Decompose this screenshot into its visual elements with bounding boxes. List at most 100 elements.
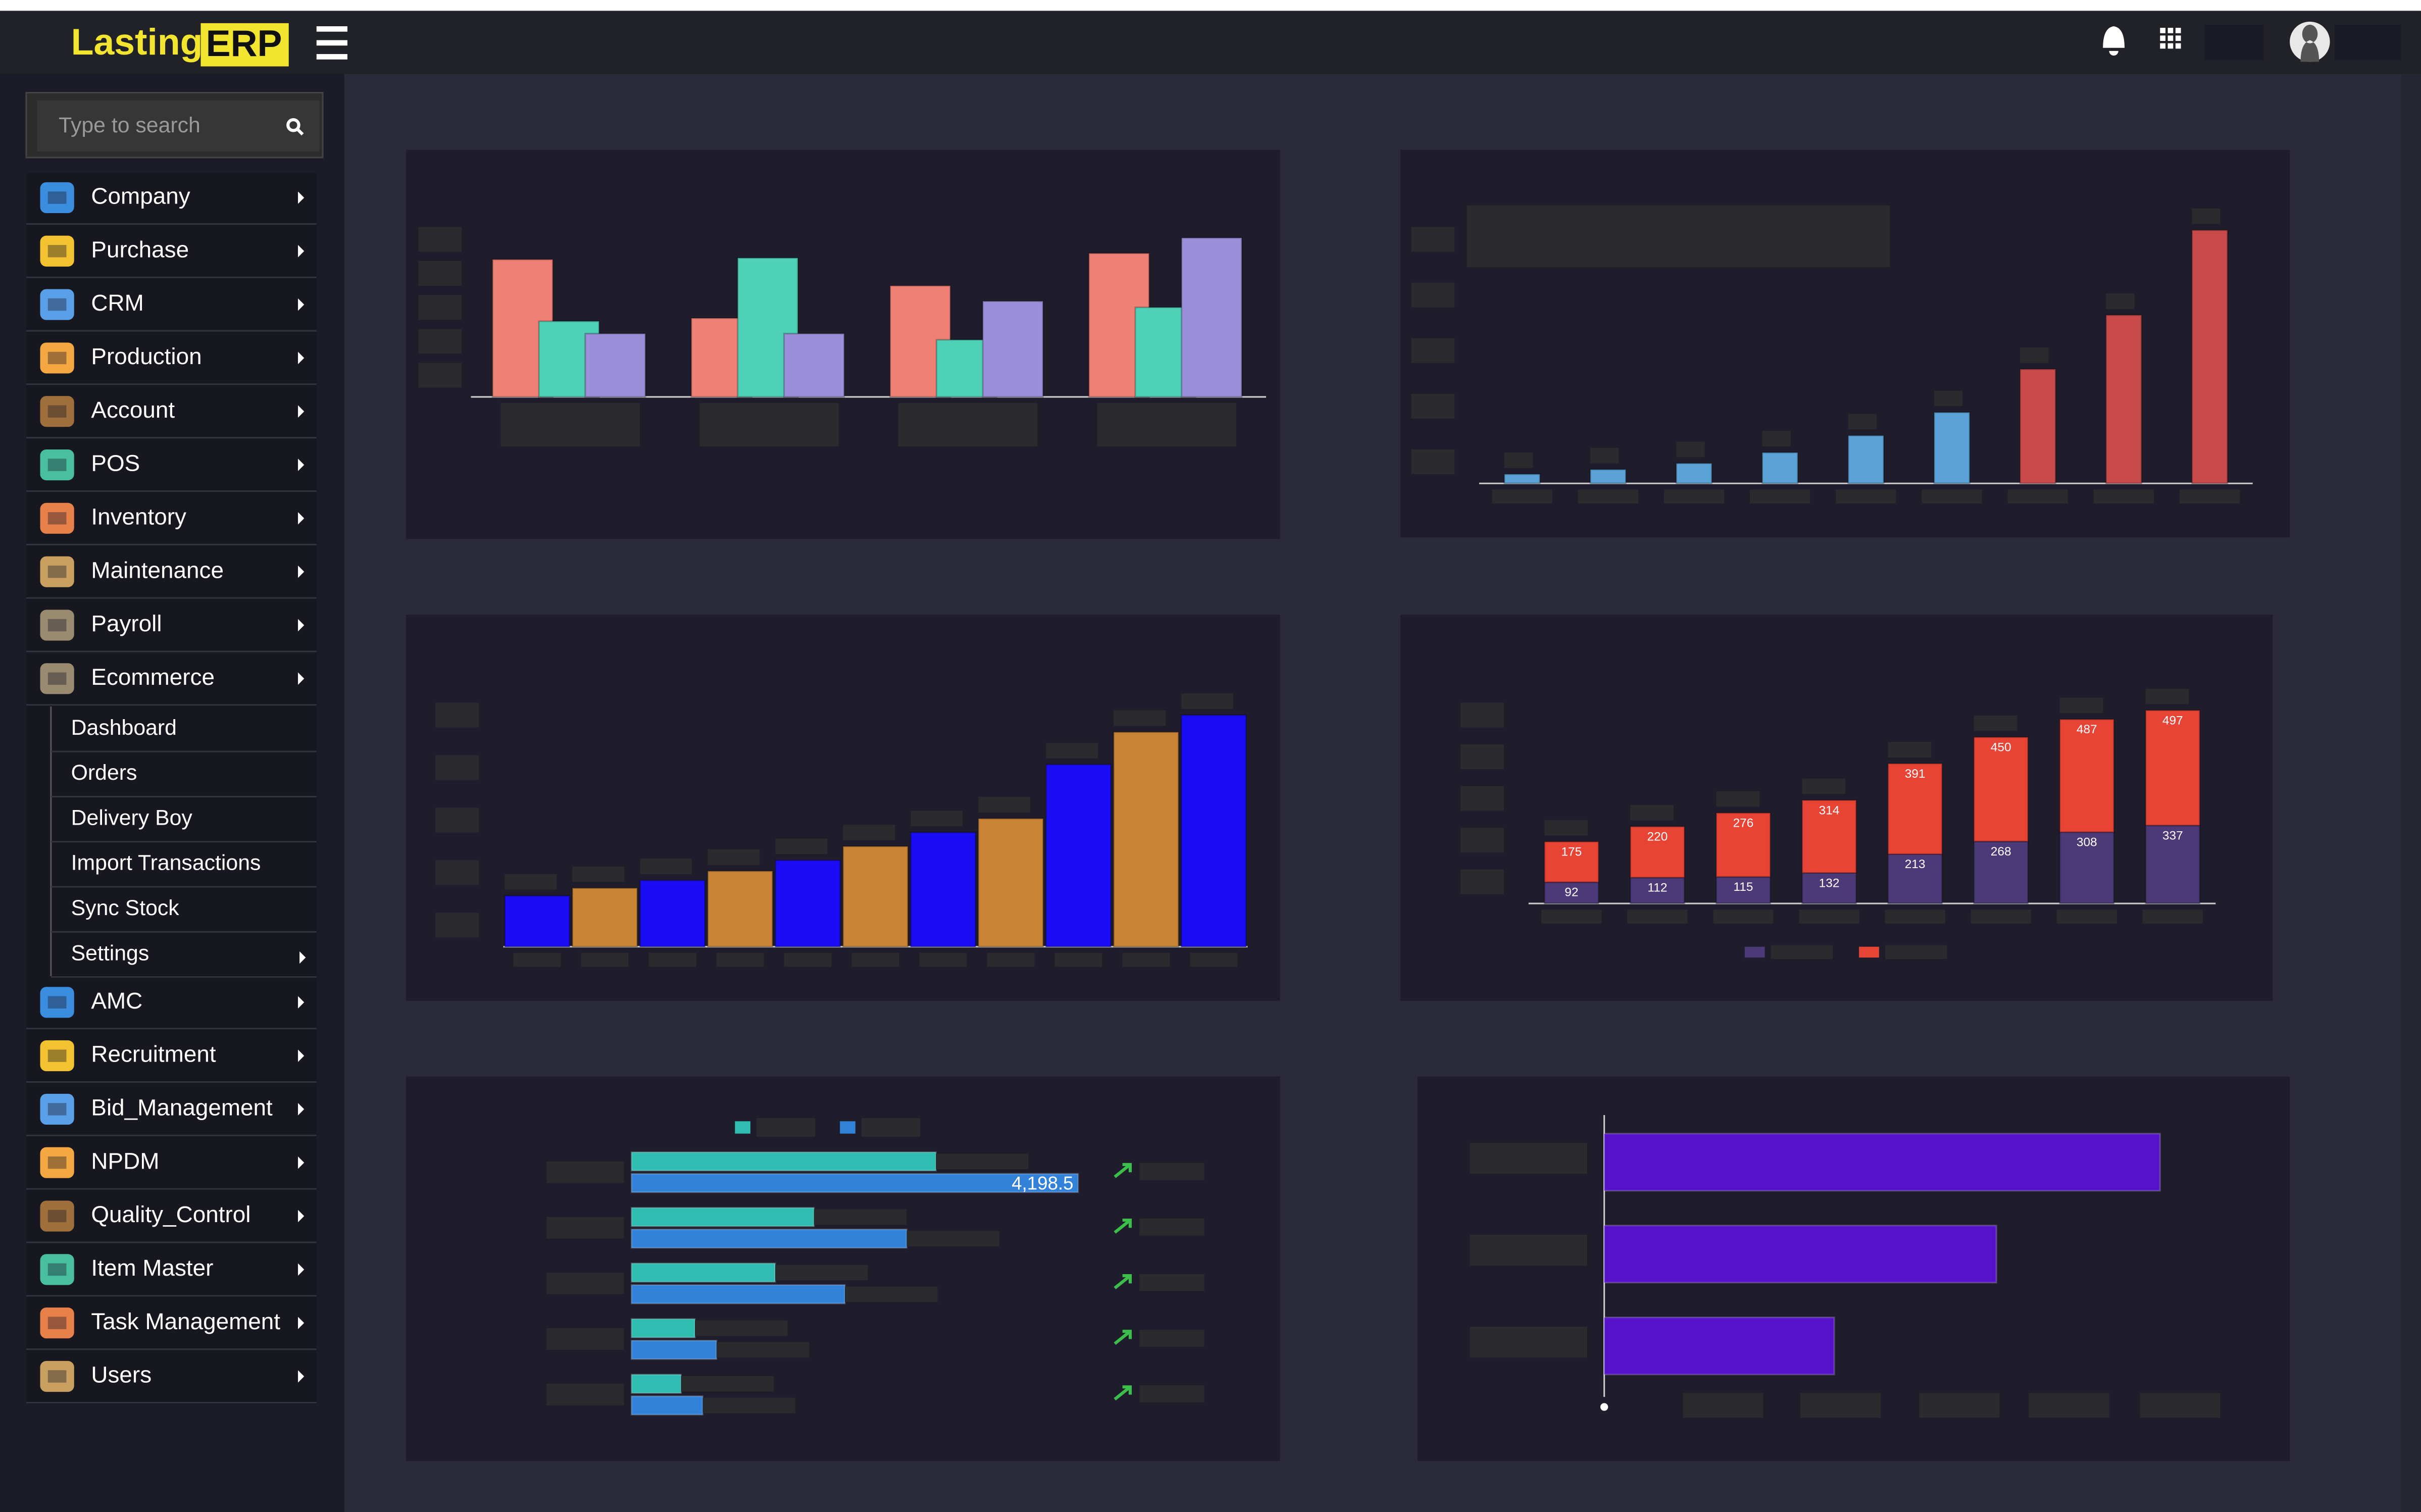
submenu-item[interactable]: Delivery Boy: [51, 805, 317, 843]
redacted-label: [919, 952, 967, 967]
menu-label: Item Master: [91, 1254, 213, 1281]
menu-icon: [40, 1307, 74, 1339]
submenu-arrow: [298, 565, 305, 578]
bar: [630, 1284, 846, 1304]
redacted-label: [418, 295, 462, 320]
trend-arrow: [1114, 1218, 1132, 1234]
menu-item[interactable]: POS: [26, 449, 317, 492]
data-label: 337: [2162, 829, 2183, 842]
bar: [1603, 1317, 1835, 1376]
redacted-label: [1122, 952, 1170, 967]
menu-icon-detail: [47, 672, 67, 685]
redacted-label: [435, 808, 479, 833]
redacted-label: [936, 1153, 1029, 1170]
bar: [1045, 764, 1112, 948]
redacted-label: [1974, 715, 2017, 731]
redacted-label: [1716, 791, 1760, 807]
menu-item[interactable]: Inventory: [26, 502, 317, 545]
redacted-label: [1411, 282, 1455, 308]
menu-icon: [40, 987, 74, 1018]
bar: [630, 1228, 907, 1249]
redacted-label: [505, 874, 557, 890]
menu-item[interactable]: NPDM: [26, 1147, 317, 1190]
redacted-label: [418, 261, 462, 286]
menu-label: Maintenance: [91, 557, 224, 583]
menu-item[interactable]: CRM: [26, 289, 317, 332]
menu-item[interactable]: Ecommerce: [26, 663, 317, 706]
hamburger[interactable]: [316, 26, 347, 60]
redacted-label: [1836, 489, 1896, 503]
data-label: 132: [1819, 876, 1840, 890]
redacted-label: [1885, 945, 1947, 960]
submenu-item[interactable]: Orders: [51, 761, 317, 797]
menu-icon: [40, 289, 74, 320]
redacted-box: [2334, 24, 2401, 61]
redacted-label: [1971, 910, 2031, 924]
menu-item[interactable]: Purchase: [26, 235, 317, 278]
submenu-label: Import Transactions: [71, 851, 261, 875]
redacted-label: [1460, 869, 1504, 894]
menu-item[interactable]: Maintenance: [26, 556, 317, 599]
redacted-label: [1922, 489, 1982, 503]
menu-label: Payroll: [91, 610, 162, 636]
data-label: 4,198.5: [1012, 1173, 1073, 1193]
menu-icon-detail: [47, 1156, 67, 1169]
menu-item[interactable]: Users: [26, 1360, 317, 1404]
logo-badge-box: [200, 23, 289, 67]
submenu-item[interactable]: Sync Stock: [51, 896, 317, 933]
bar: [1973, 736, 2029, 842]
menu-item[interactable]: AMC: [26, 987, 317, 1030]
menu-item[interactable]: Quality_Control: [26, 1200, 317, 1243]
bar: [2191, 229, 2229, 484]
bar: [982, 300, 1044, 398]
search-icon[interactable]: [286, 118, 304, 136]
redacted-label: [2056, 910, 2117, 924]
bar: [977, 818, 1044, 948]
redacted-label: [2142, 910, 2203, 924]
bar: [2105, 314, 2143, 484]
menu-icon: [40, 663, 74, 694]
submenu-arrow: [298, 1370, 305, 1383]
redacted-label: [1713, 910, 1774, 924]
menu-item[interactable]: Item Master: [26, 1254, 317, 1297]
menu-icon: [40, 342, 74, 374]
submenu-arrow: [299, 951, 306, 964]
bar: [1761, 451, 1799, 484]
submenu-item[interactable]: Import Transactions: [51, 851, 317, 888]
redacted-label: [2059, 697, 2103, 714]
redacted-label: [1799, 910, 1859, 924]
redacted-label: [513, 952, 561, 967]
redacted-label: [775, 1265, 868, 1281]
menu-label: AMC: [91, 987, 142, 1014]
menu-item[interactable]: Task Management: [26, 1307, 317, 1350]
menu-item[interactable]: Account: [26, 396, 317, 439]
redacted-label: [898, 403, 1038, 446]
menu-item[interactable]: Bid_Management: [26, 1093, 317, 1136]
apps-icon[interactable]: [2160, 28, 2181, 49]
avatar[interactable]: [2290, 21, 2330, 62]
submenu-arrow: [298, 1156, 305, 1169]
submenu-item[interactable]: Dashboard: [51, 716, 317, 752]
bar: [1113, 731, 1180, 948]
submenu-label: Sync Stock: [71, 896, 180, 920]
menu-icon: [40, 1360, 74, 1392]
bar: [1973, 840, 2029, 904]
menu-item[interactable]: Payroll: [26, 610, 317, 652]
menu-icon: [40, 610, 74, 641]
menu-item[interactable]: Production: [26, 342, 317, 385]
legend-swatch: [1859, 946, 1879, 958]
data-label: 175: [1561, 845, 1582, 859]
bar: [2059, 831, 2115, 904]
menu-item[interactable]: Recruitment: [26, 1040, 317, 1083]
bar: [1675, 462, 1713, 484]
bar: [1181, 237, 1243, 398]
redacted-label: [1762, 431, 1791, 446]
menu-label: Production: [91, 343, 201, 369]
menu-icon: [40, 1040, 74, 1072]
redacted-label: [756, 1118, 816, 1137]
submenu-item[interactable]: Settings: [51, 941, 317, 978]
menu-item[interactable]: Company: [26, 182, 317, 225]
search-input[interactable]: [37, 100, 320, 152]
menu-icon: [40, 235, 74, 267]
bell-icon[interactable]: [2103, 26, 2125, 56]
